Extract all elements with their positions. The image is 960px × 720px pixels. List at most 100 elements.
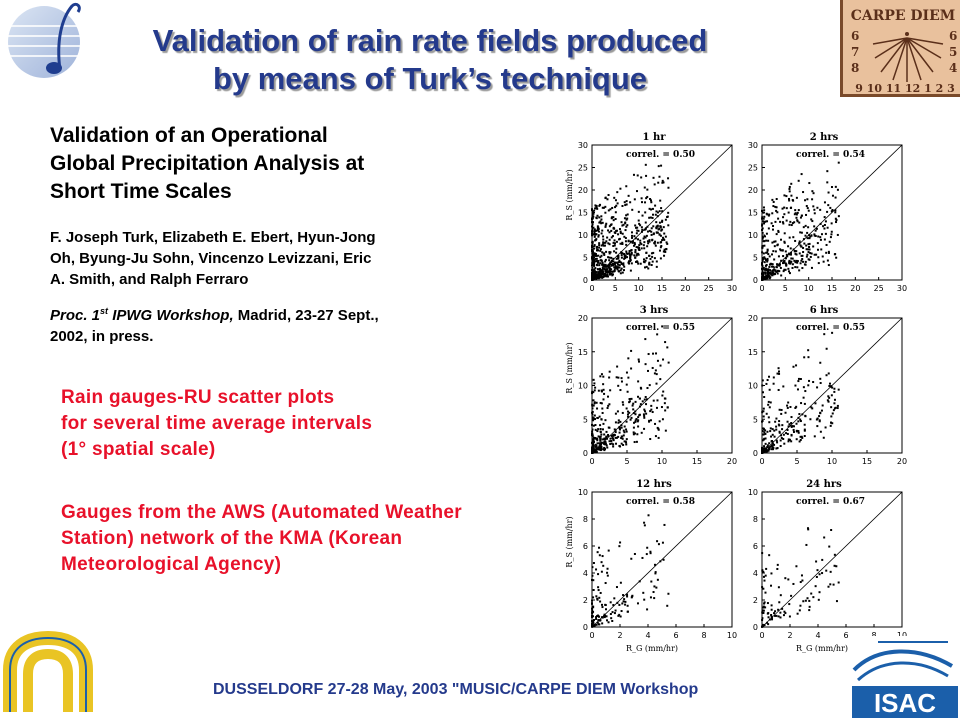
scatter-point xyxy=(773,612,776,615)
scatter-point xyxy=(593,276,596,279)
y-tick-label: 15 xyxy=(748,348,758,357)
scatter-point xyxy=(667,592,670,595)
scatter-point xyxy=(633,235,636,238)
scatter-point xyxy=(766,220,769,223)
scatter-point xyxy=(648,419,651,422)
scatter-point xyxy=(591,390,594,393)
scatter-point xyxy=(661,228,664,231)
scatter-point xyxy=(768,213,771,216)
scatter-point xyxy=(656,241,659,244)
scatter-point xyxy=(782,385,785,388)
scatter-point xyxy=(836,404,839,407)
scatter-point xyxy=(605,444,608,447)
scatter-point xyxy=(815,418,818,421)
scatter-point xyxy=(618,259,621,262)
scatter-point xyxy=(640,243,643,246)
scatter-point xyxy=(665,247,668,250)
scatter-point xyxy=(834,253,837,256)
scatter-point xyxy=(790,440,793,443)
scatter-point xyxy=(637,395,640,398)
scatter-point xyxy=(765,268,768,271)
scatter-point xyxy=(658,227,661,230)
scatter-point xyxy=(622,403,625,406)
scatter-point xyxy=(613,196,616,199)
scatter-point xyxy=(807,384,810,387)
scatter-point xyxy=(595,229,598,232)
scatter-point xyxy=(768,375,771,378)
scatter-point xyxy=(596,439,599,442)
scatter-point xyxy=(799,262,802,265)
scatter-point xyxy=(663,523,666,526)
scatter-point xyxy=(795,253,798,256)
scatter-point xyxy=(827,204,830,207)
scatter-point xyxy=(620,380,623,383)
scatter-point xyxy=(659,257,662,260)
scatter-point xyxy=(798,242,801,245)
scatter-point xyxy=(604,440,607,443)
scatter-point xyxy=(787,401,790,404)
scatter-point xyxy=(603,275,606,278)
scatter-point xyxy=(792,582,795,585)
scatter-point xyxy=(802,191,805,194)
scatter-point xyxy=(592,450,595,453)
scatter-point xyxy=(660,164,663,167)
scatter-point xyxy=(623,257,626,260)
scatter-point xyxy=(654,369,657,372)
scatter-point xyxy=(783,260,786,263)
scatter-point xyxy=(644,338,647,341)
scatter-point xyxy=(593,228,596,231)
scatter-point xyxy=(591,403,594,406)
scatter-point xyxy=(611,619,614,622)
scatter-point xyxy=(601,229,604,232)
y-tick-label: 10 xyxy=(578,382,588,391)
scatter-point xyxy=(788,260,791,263)
scatter-point xyxy=(601,275,604,278)
scatter-point xyxy=(636,261,639,264)
scatter-point xyxy=(651,366,654,369)
scatter-point xyxy=(627,194,630,197)
scatter-point xyxy=(656,231,659,234)
scatter-point xyxy=(630,416,633,419)
scatter-point xyxy=(761,268,764,271)
scatter-point xyxy=(602,375,605,378)
scatter-point xyxy=(657,436,660,439)
scatter-point xyxy=(655,352,658,355)
scatter-point xyxy=(812,381,815,384)
scatter-point xyxy=(604,211,607,214)
scatter-point xyxy=(608,270,611,273)
scatter-point xyxy=(834,196,837,199)
scatter-point xyxy=(762,273,765,276)
scatter-point xyxy=(595,254,598,257)
scatter-point xyxy=(766,259,769,262)
scatter-point xyxy=(765,258,768,261)
y-axis-label: R_S (mm/hr) xyxy=(565,342,574,393)
scatter-point xyxy=(768,255,771,258)
scatter-point xyxy=(613,434,616,437)
scatter-point xyxy=(661,418,664,421)
scatter-point xyxy=(661,219,664,222)
scatter-point xyxy=(610,442,613,445)
scatter-point xyxy=(625,200,628,203)
scatter-point xyxy=(634,410,637,413)
scatter-point xyxy=(645,257,648,260)
scatter-point xyxy=(804,390,807,393)
scatter-point xyxy=(632,244,635,247)
scatter-point xyxy=(765,382,768,385)
scatter-point xyxy=(777,217,780,220)
scatter-point xyxy=(796,266,799,269)
scatter-point xyxy=(663,248,666,251)
scatter-point xyxy=(621,271,624,274)
scatter-point xyxy=(644,363,647,366)
scatter-point xyxy=(636,433,639,436)
scatter-point xyxy=(591,416,594,419)
scatter-point xyxy=(767,403,770,406)
scatter-point xyxy=(778,601,781,604)
scatter-point xyxy=(782,437,785,440)
x-tick-label: 20 xyxy=(680,284,690,293)
scatter-point xyxy=(822,436,825,439)
scatter-point xyxy=(788,187,791,190)
scatter-point xyxy=(600,218,603,221)
scatter-point xyxy=(591,432,594,435)
scatter-point xyxy=(824,232,827,235)
scatter-point xyxy=(817,256,820,259)
